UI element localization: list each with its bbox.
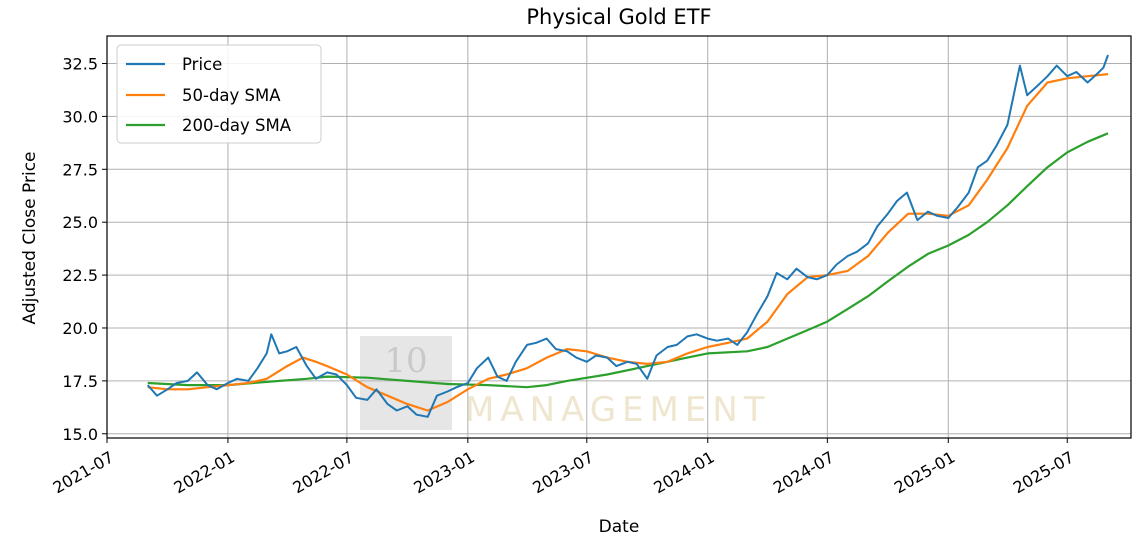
watermark-number: 10 [384, 341, 427, 381]
x-tick-label: 2023-07 [529, 447, 596, 497]
y-tick-label: 32.5 [62, 55, 98, 74]
y-tick-label: 22.5 [62, 266, 98, 285]
y-tick-label: 30.0 [62, 107, 98, 126]
chart-title: Physical Gold ETF [526, 5, 711, 29]
y-tick-label: 25.0 [62, 213, 98, 232]
x-tick-label: 2021-07 [50, 447, 117, 497]
x-axis-title: Date [599, 517, 640, 537]
x-tick-label: 2024-01 [650, 447, 717, 497]
x-tick-label: 2022-01 [171, 447, 238, 497]
legend-label-sma50: 50-day SMA [182, 86, 281, 105]
y-axis-title: Adjusted Close Price [20, 152, 40, 325]
x-axis-ticks: 2021-07 2022-01 2022-07 2023-01 2023-07 2024-… [50, 438, 1077, 497]
watermark-text: MANAGEMENT [465, 390, 771, 430]
legend: Price 50-day SMA 200-day SMA [116, 44, 322, 144]
sma-50-line [147, 73, 1109, 412]
x-tick-label: 2025-01 [891, 447, 958, 497]
x-tick-label: 2022-07 [289, 447, 356, 497]
y-axis-ticks: 15.0 17.5 20.0 22.5 25.0 27.5 30.0 32.5 [62, 55, 107, 444]
legend-box [116, 44, 322, 144]
plot-frame [106, 35, 1132, 439]
x-tick-label: 2025-07 [1010, 447, 1077, 497]
legend-label-sma200: 200-day SMA [182, 116, 292, 135]
y-tick-label: 27.5 [62, 160, 98, 179]
series-lines [146, 54, 1109, 418]
sma-200-line [147, 132, 1109, 389]
y-tick-label: 15.0 [62, 425, 98, 444]
y-tick-label: 17.5 [62, 372, 98, 391]
x-tick-label: 2024-07 [770, 447, 837, 497]
legend-label-price: Price [182, 55, 222, 74]
x-tick-label: 2023-01 [410, 447, 477, 497]
price-line [146, 54, 1109, 418]
y-tick-label: 20.0 [62, 319, 98, 338]
